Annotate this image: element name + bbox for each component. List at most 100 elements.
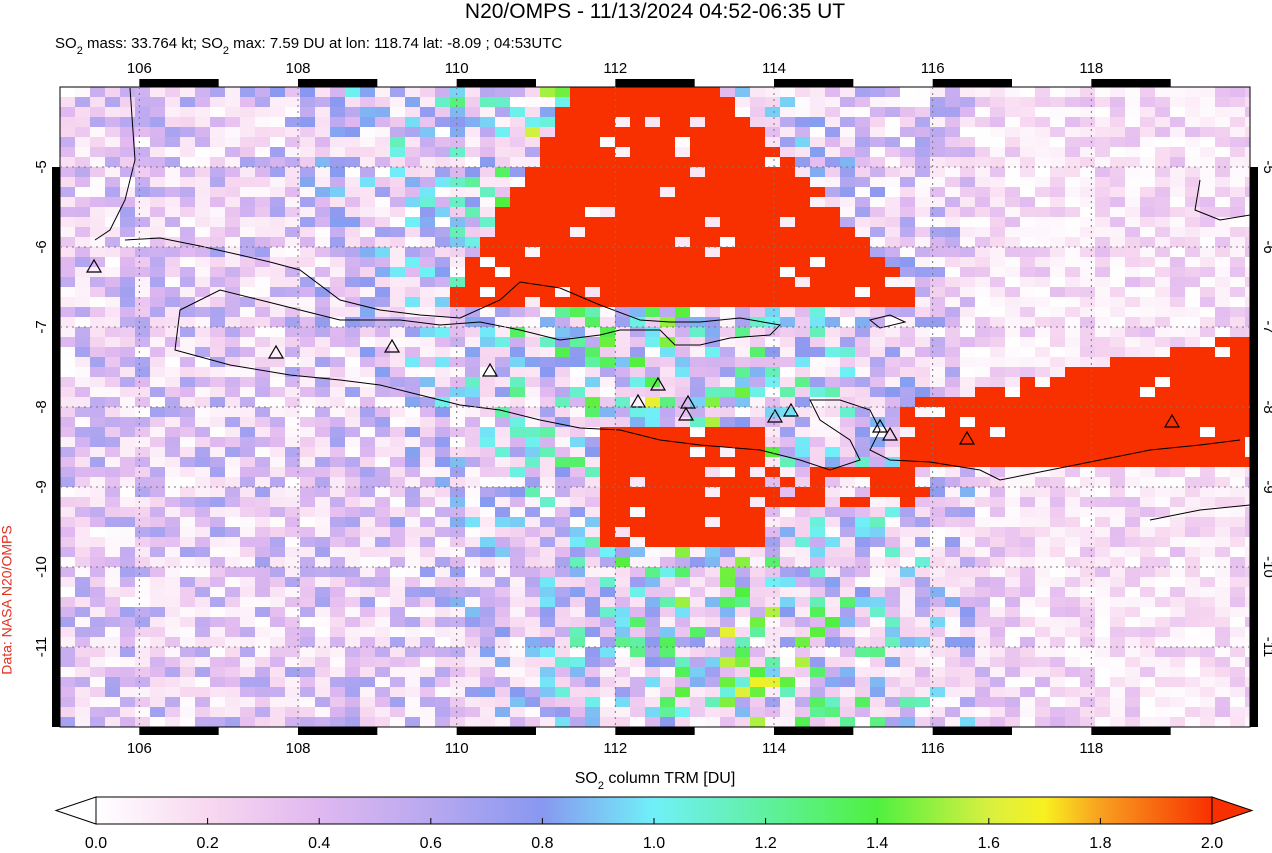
pixel: [300, 207, 315, 217]
pixel: [165, 107, 180, 117]
pixel: [285, 447, 300, 457]
pixel: [315, 477, 330, 487]
pixel: [495, 207, 510, 217]
pixel: [1230, 117, 1245, 127]
pixel: [870, 357, 885, 367]
pixel: [480, 587, 495, 597]
pixel: [1200, 427, 1215, 437]
pixel: [660, 427, 675, 437]
pixel: [780, 637, 795, 647]
pixel: [105, 347, 120, 357]
pixel: [750, 547, 765, 557]
pixel: [360, 477, 375, 487]
pixel: [840, 577, 855, 587]
pixel: [615, 457, 630, 467]
pixel: [810, 297, 825, 307]
pixel: [525, 247, 540, 257]
pixel: [690, 467, 705, 477]
pixel: [750, 377, 765, 387]
pixel: [825, 387, 840, 397]
pixel: [1125, 357, 1140, 367]
pixel: [990, 277, 1005, 287]
pixel: [1050, 277, 1065, 287]
pixel: [195, 417, 210, 427]
pixel: [555, 447, 570, 457]
pixel: [360, 277, 375, 287]
pixel: [555, 567, 570, 577]
pixel: [495, 147, 510, 157]
pixel: [570, 507, 585, 517]
pixel: [825, 247, 840, 257]
pixel: [180, 687, 195, 697]
pixel: [1110, 697, 1125, 707]
pixel: [450, 547, 465, 557]
pixel: [600, 147, 615, 157]
pixel: [105, 477, 120, 487]
pixel: [915, 637, 930, 647]
pixel: [180, 97, 195, 107]
pixel: [645, 287, 660, 297]
pixel: [570, 587, 585, 597]
pixel: [105, 127, 120, 137]
pixel: [270, 297, 285, 307]
pixel: [720, 447, 735, 457]
pixel: [600, 107, 615, 117]
pixel: [705, 617, 720, 627]
pixel: [870, 547, 885, 557]
pixel: [450, 257, 465, 267]
pixel: [450, 657, 465, 667]
pixel: [1065, 577, 1080, 587]
pixel: [600, 417, 615, 427]
pixel: [960, 117, 975, 127]
pixel: [345, 137, 360, 147]
pixel: [195, 607, 210, 617]
pixel: [900, 357, 915, 367]
pixel: [420, 367, 435, 377]
pixel: [75, 597, 90, 607]
pixel: [270, 437, 285, 447]
pixel: [825, 187, 840, 197]
pixel: [825, 637, 840, 647]
pixel: [1185, 387, 1200, 397]
pixel: [660, 127, 675, 137]
pixel: [450, 337, 465, 347]
pixel: [120, 237, 135, 247]
pixel: [750, 667, 765, 677]
pixel: [1245, 677, 1250, 687]
pixel: [60, 167, 75, 177]
pixel: [75, 507, 90, 517]
pixel: [240, 207, 255, 217]
pixel: [870, 107, 885, 117]
pixel: [90, 457, 105, 467]
pixel: [870, 187, 885, 197]
pixel: [285, 707, 300, 717]
pixel: [465, 367, 480, 377]
pixel: [1005, 577, 1020, 587]
pixel: [390, 107, 405, 117]
pixel: [840, 447, 855, 457]
pixel: [390, 487, 405, 497]
pixel: [375, 187, 390, 197]
pixel: [945, 597, 960, 607]
pixel: [780, 567, 795, 577]
pixel: [825, 87, 840, 97]
pixel: [930, 507, 945, 517]
pixel: [570, 87, 585, 97]
pixel: [915, 247, 930, 257]
pixel: [855, 387, 870, 397]
pixel: [1245, 587, 1250, 597]
pixel: [825, 677, 840, 687]
pixel: [180, 327, 195, 337]
pixel: [1065, 377, 1080, 387]
pixel: [840, 517, 855, 527]
pixel: [810, 647, 825, 657]
pixel: [1080, 577, 1095, 587]
pixel: [810, 267, 825, 277]
pixel: [195, 217, 210, 227]
pixel: [915, 667, 930, 677]
pixel: [165, 397, 180, 407]
pixel: [210, 687, 225, 697]
pixel: [225, 307, 240, 317]
pixel: [315, 517, 330, 527]
pixel: [540, 327, 555, 337]
